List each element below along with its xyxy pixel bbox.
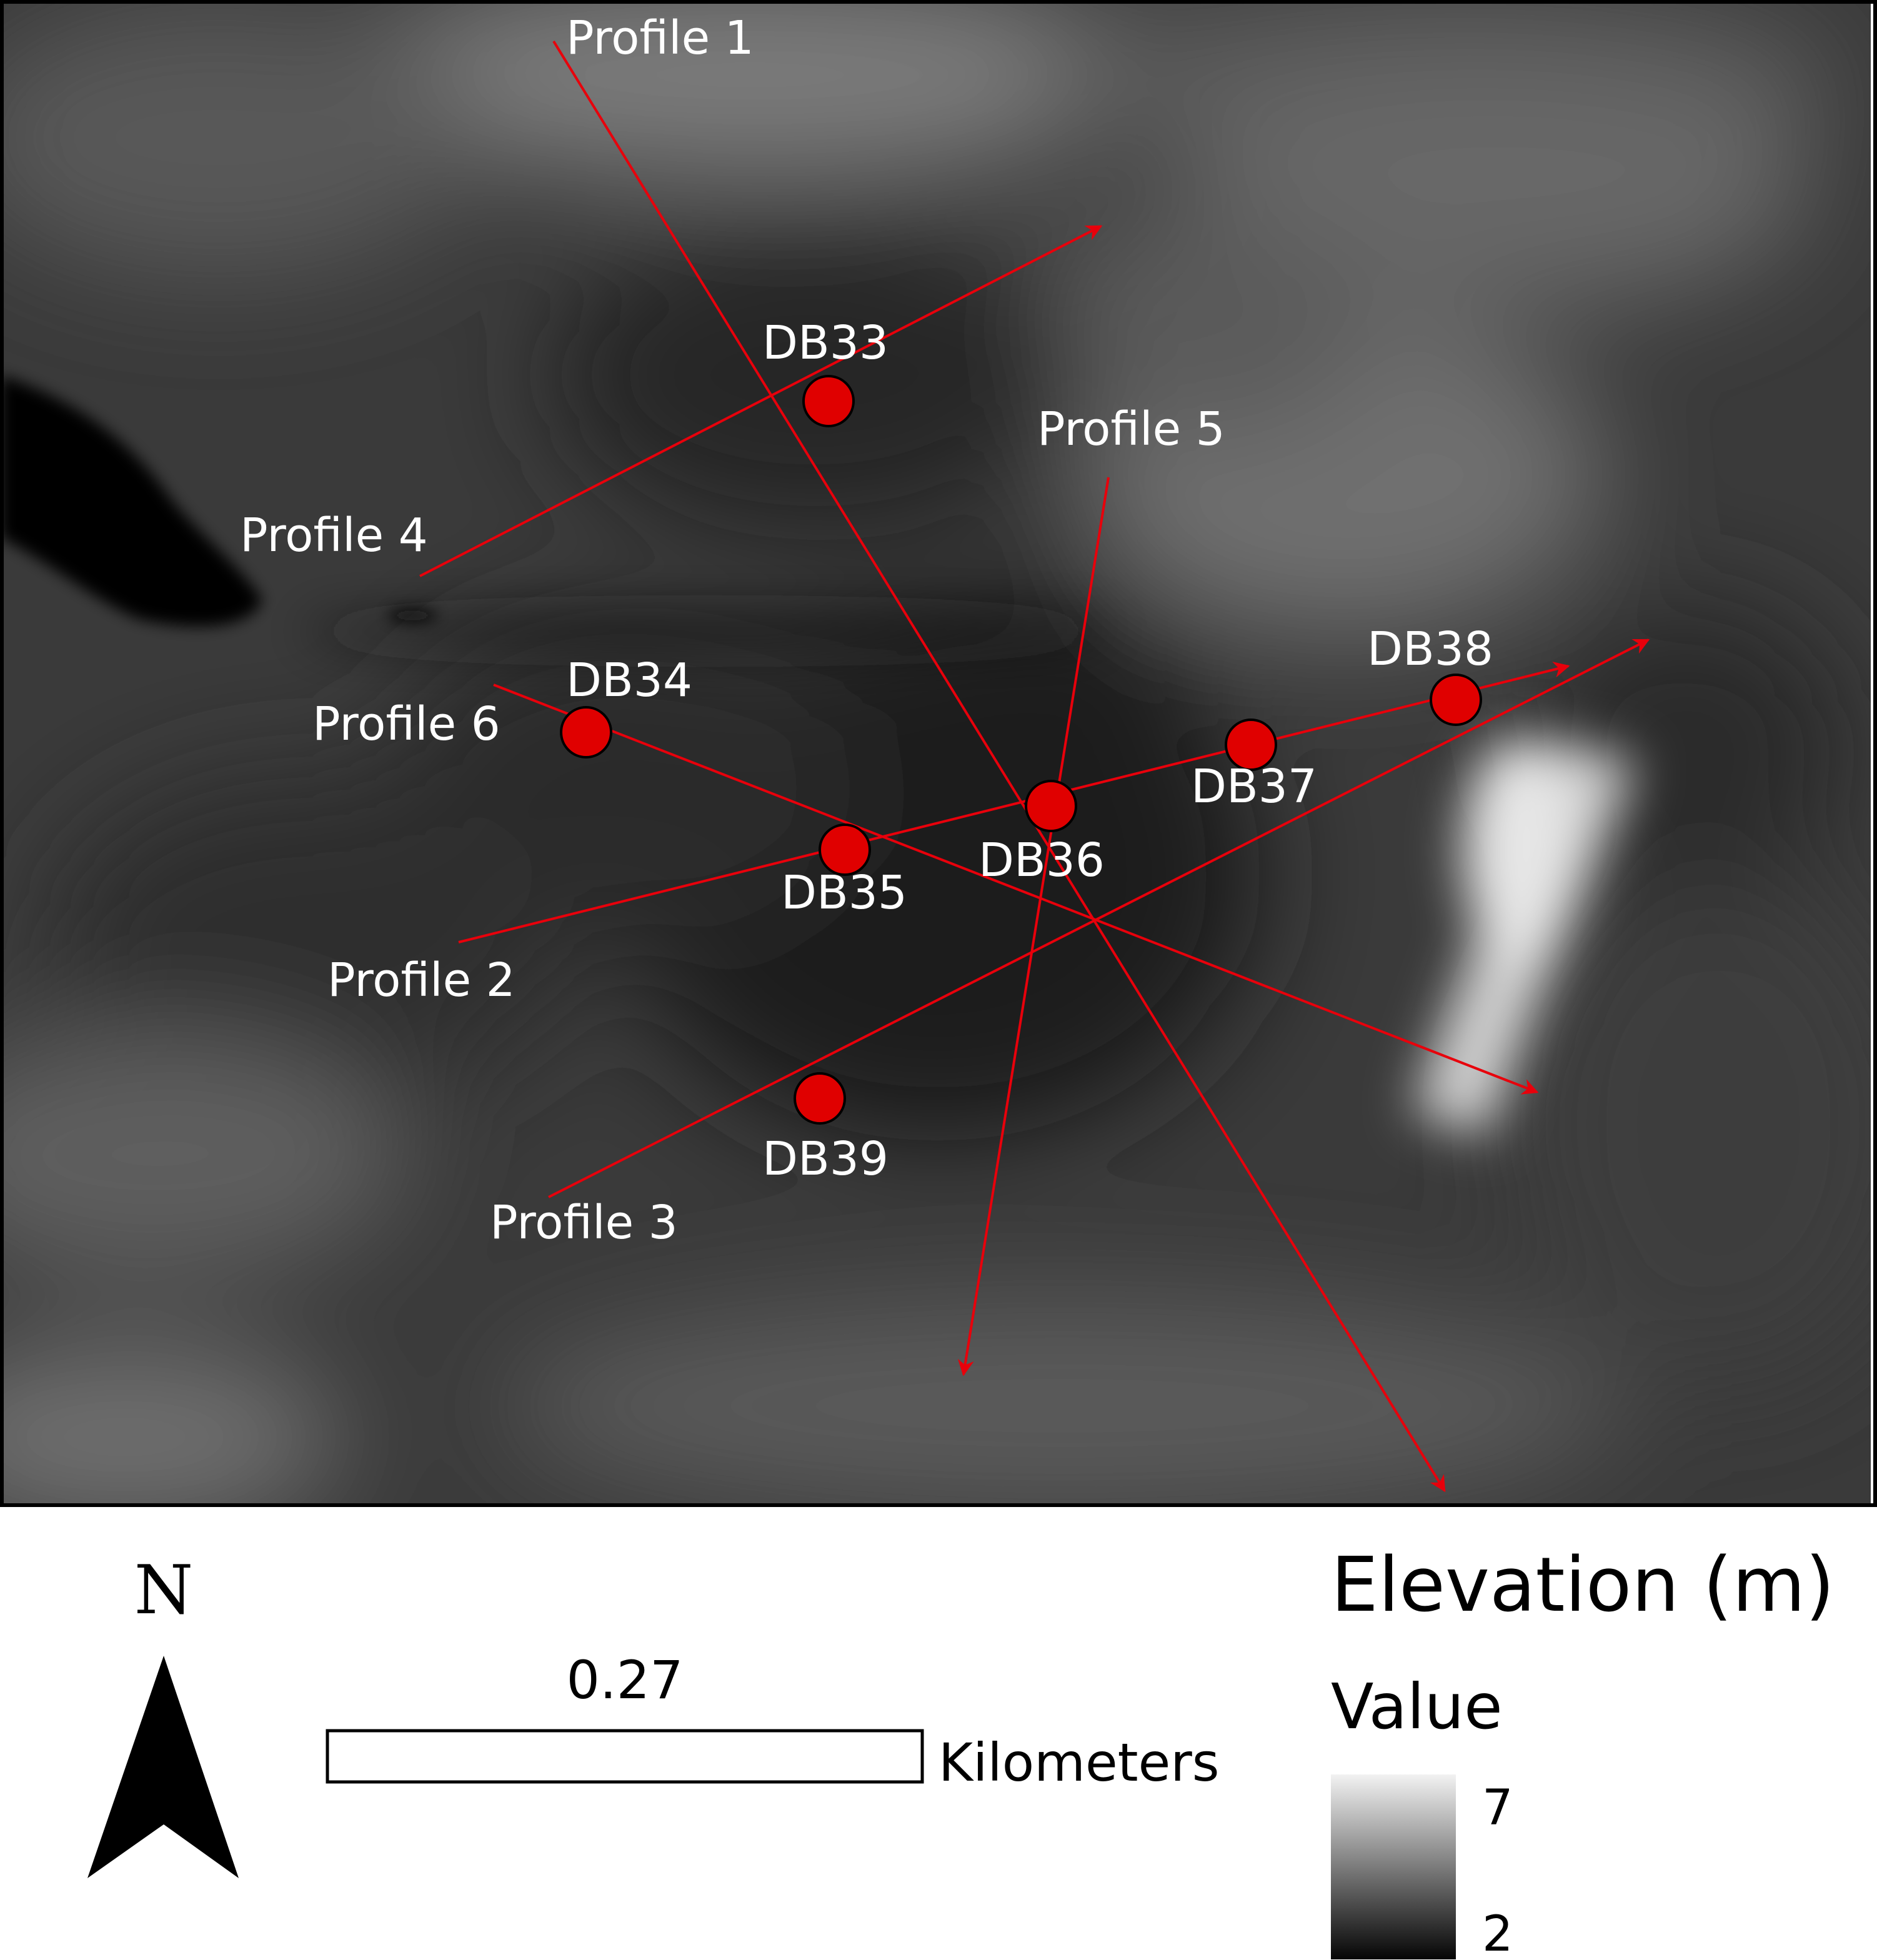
profile-4-label: Profile 4 bbox=[240, 509, 428, 562]
profile-6-line[interactable] bbox=[493, 684, 1539, 1095]
borehole-db35-label: DB35 bbox=[781, 866, 907, 920]
profile-lines bbox=[419, 40, 1650, 1493]
borehole-db39-marker[interactable] bbox=[794, 1072, 846, 1125]
borehole-db34-marker[interactable] bbox=[560, 706, 612, 759]
borehole-db39-label: DB39 bbox=[762, 1132, 889, 1186]
scale-bar-box bbox=[326, 1729, 924, 1784]
profile-1-label: Profile 1 bbox=[566, 11, 754, 65]
map-frame bbox=[0, 0, 1877, 1507]
scale-bar-unit: Kilometers bbox=[938, 1732, 1220, 1793]
north-arrow-icon bbox=[87, 1656, 239, 1878]
north-label: N bbox=[134, 1551, 194, 1629]
boreholes bbox=[560, 375, 1482, 1125]
legend-min-label: 2 bbox=[1482, 1906, 1513, 1960]
profile-2-line[interactable] bbox=[458, 662, 1570, 943]
profile-5-label: Profile 5 bbox=[1037, 402, 1225, 456]
scale-bar-value: 0.27 bbox=[566, 1649, 683, 1711]
legend: Elevation (m) Value 7 2 bbox=[1331, 1542, 1835, 1960]
borehole-db34-label: DB34 bbox=[566, 654, 692, 707]
borehole-db38-label: DB38 bbox=[1367, 622, 1493, 676]
profile-1-line[interactable] bbox=[552, 40, 1446, 1493]
borehole-db38-marker[interactable] bbox=[1430, 674, 1482, 726]
profile-3-label: Profile 3 bbox=[490, 1196, 678, 1250]
profile-5-line[interactable] bbox=[957, 477, 1110, 1376]
borehole-db36-marker[interactable] bbox=[1025, 780, 1077, 832]
profile-2-label: Profile 2 bbox=[327, 953, 515, 1007]
profile-6-label: Profile 6 bbox=[312, 697, 500, 751]
scale-bar: 0.27 Kilometers bbox=[326, 1649, 1220, 1793]
elevation-raster bbox=[4, 4, 1871, 1503]
legend-max-label: 7 bbox=[1482, 1780, 1513, 1836]
legend-color-ramp bbox=[1331, 1774, 1456, 1959]
borehole-db37-marker[interactable] bbox=[1225, 719, 1277, 771]
borehole-labels: DB33 DB34 DB35 DB36 DB37 DB38 DB39 bbox=[566, 316, 1493, 1186]
borehole-db36-label: DB36 bbox=[978, 833, 1105, 887]
legend-title: Elevation (m) bbox=[1331, 1542, 1835, 1629]
profile-labels: Profile 1 Profile 2 Profile 3 Profile 4 … bbox=[240, 11, 1225, 1250]
borehole-db35-marker[interactable] bbox=[819, 823, 871, 876]
borehole-db37-label: DB37 bbox=[1191, 760, 1317, 813]
borehole-db33-marker[interactable] bbox=[802, 375, 855, 427]
north-arrow: N bbox=[87, 1551, 239, 1878]
profile-3-line[interactable] bbox=[548, 639, 1650, 1198]
borehole-db33-label: DB33 bbox=[762, 316, 889, 370]
legend-subtitle: Value bbox=[1331, 1670, 1503, 1743]
profile-4-line[interactable] bbox=[419, 225, 1103, 577]
